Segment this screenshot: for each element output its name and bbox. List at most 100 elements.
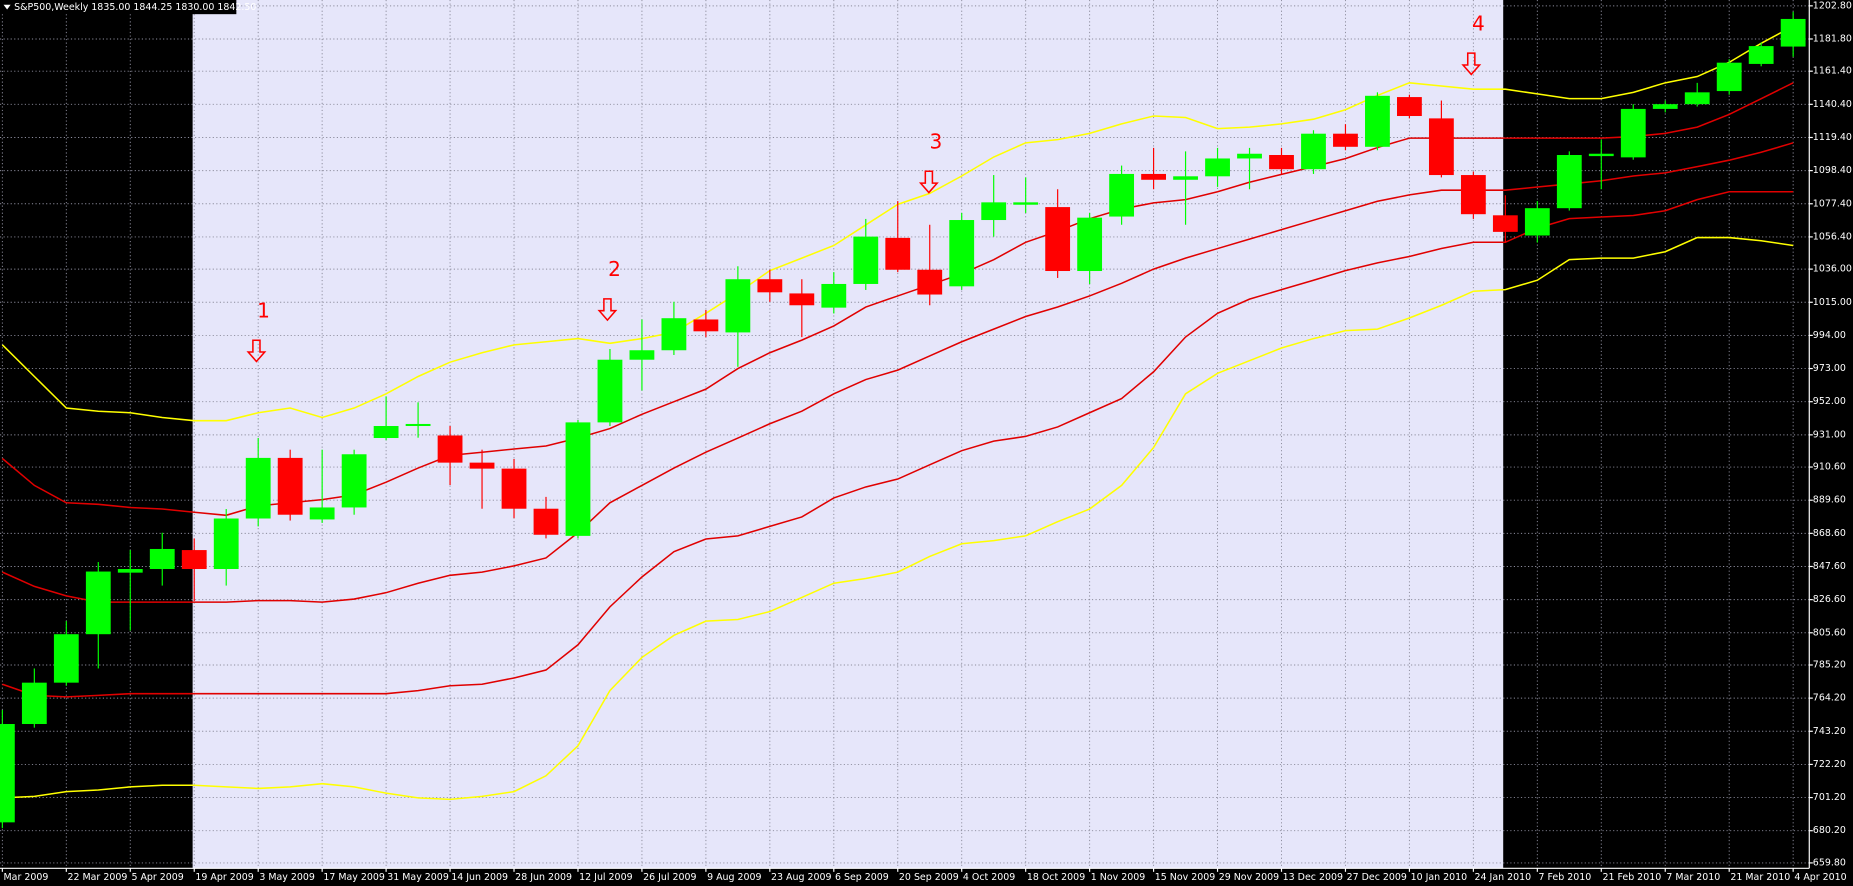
- y-tick-label: 994.00: [1813, 330, 1846, 341]
- y-tick-label: 1140.40: [1813, 99, 1852, 110]
- y-tick-label: 659.80: [1813, 857, 1846, 868]
- candle-body: [597, 359, 623, 423]
- x-tick-label: 31 May 2009: [387, 872, 449, 883]
- candle-body: [917, 269, 943, 295]
- candle-body: [53, 634, 79, 683]
- candle-body: [981, 202, 1007, 221]
- x-tick-label: Mar 2009: [4, 872, 49, 883]
- x-tick-label: 7 Feb 2010: [1539, 872, 1592, 883]
- candle-body: [1333, 133, 1358, 147]
- candle-body: [1780, 18, 1806, 47]
- x-tick-label: 5 Apr 2009: [131, 872, 183, 883]
- candle-body: [21, 682, 47, 725]
- y-tick-label: 910.60: [1813, 462, 1846, 473]
- y-tick-label: 931.00: [1813, 429, 1846, 440]
- candle-body: [885, 237, 911, 270]
- candle-body: [853, 236, 879, 284]
- candle-body: [245, 457, 271, 519]
- x-tick-label: 6 Sep 2009: [835, 872, 889, 883]
- candle-body: [181, 550, 207, 570]
- x-tick-label: 29 Nov 2009: [1219, 872, 1279, 883]
- x-tick-label: 12 Jul 2009: [579, 872, 632, 883]
- candle-body: [0, 724, 15, 823]
- x-tick-label: 4 Apr 2010: [1794, 872, 1846, 883]
- arrow: [246, 339, 267, 363]
- annotation-label: 4: [1472, 11, 1485, 35]
- x-tick-label: 27 Dec 2009: [1347, 872, 1407, 883]
- candle-body: [277, 457, 303, 515]
- band-line: [2, 142, 1794, 603]
- x-tick-label: 26 Jul 2009: [643, 872, 696, 883]
- annotation-label: 1: [257, 298, 270, 322]
- candle-body: [1652, 104, 1678, 109]
- x-tick-label: 15 Nov 2009: [1155, 872, 1215, 883]
- arrow: [597, 298, 618, 322]
- candle-body: [213, 518, 239, 570]
- x-tick-label: 21 Mar 2010: [1730, 872, 1790, 883]
- title-backdrop: [0, 0, 237, 15]
- candle-body: [629, 350, 655, 360]
- candle-body: [1588, 153, 1614, 157]
- x-tick-label: 23 Aug 2009: [771, 872, 831, 883]
- candle-body: [1524, 208, 1550, 236]
- x-tick-label: 22 Mar 2009: [68, 872, 128, 883]
- candle-body: [789, 293, 815, 306]
- annotation-label: 3: [930, 129, 943, 153]
- y-tick-label: 1119.40: [1813, 132, 1852, 143]
- y-axis-panel: [1809, 0, 1853, 886]
- candle-body: [1492, 215, 1518, 232]
- candle-body: [821, 283, 847, 308]
- candle-body: [309, 507, 335, 520]
- x-tick-label: 24 Jan 2010: [1475, 872, 1532, 883]
- candle-body: [469, 462, 495, 469]
- candle-body: [437, 435, 463, 463]
- candle-body: [533, 508, 559, 535]
- y-tick-label: 805.60: [1813, 627, 1846, 638]
- candle-body: [1365, 95, 1390, 147]
- title-icon: [3, 4, 11, 10]
- band-line: [2, 190, 1794, 698]
- candle-body: [1269, 154, 1294, 170]
- y-tick-label: 680.20: [1813, 825, 1846, 836]
- candle-body: [149, 548, 175, 570]
- candle-body: [117, 569, 143, 573]
- chart-title: S&P500,Weekly 1835.00 1844.25 1830.00 18…: [14, 2, 256, 13]
- y-tick-label: 1098.40: [1813, 165, 1852, 176]
- candle-body: [1173, 176, 1198, 180]
- candle-body: [1109, 173, 1135, 217]
- y-tick-label: 701.20: [1813, 792, 1846, 803]
- x-tick-label: 7 Mar 2010: [1666, 872, 1720, 883]
- arrow: [1461, 52, 1482, 76]
- candle-body: [1748, 46, 1774, 64]
- candle-body: [565, 422, 591, 536]
- bands: [1, 25, 1794, 801]
- candle-body: [1205, 158, 1230, 177]
- x-tick-label: 13 Dec 2009: [1283, 872, 1343, 883]
- candle-body: [725, 279, 751, 333]
- x-tick-label: 9 Aug 2009: [707, 872, 761, 883]
- y-tick-label: 1202.80: [1813, 0, 1852, 11]
- candle-body: [1460, 175, 1486, 215]
- candle-body: [501, 468, 527, 509]
- y-tick-label: 1181.80: [1813, 33, 1852, 44]
- y-tick-label: 1056.40: [1813, 231, 1852, 242]
- candle-body: [1397, 97, 1422, 117]
- y-tick-label: 1077.40: [1813, 198, 1852, 209]
- x-tick-label: 10 Jan 2010: [1411, 872, 1468, 883]
- candle-body: [661, 318, 687, 351]
- y-tick-label: 722.20: [1813, 759, 1846, 770]
- candle-body: [1141, 173, 1166, 180]
- candle-body: [1077, 217, 1103, 272]
- y-tick-label: 764.20: [1813, 693, 1846, 704]
- candle-body: [1237, 153, 1262, 159]
- candle-body: [757, 279, 783, 293]
- annotation-label: 2: [608, 257, 621, 281]
- x-tick-label: 4 Oct 2009: [963, 872, 1015, 883]
- x-axis-panel: [0, 868, 1853, 886]
- candle-body: [1684, 92, 1710, 105]
- y-tick-label: 785.20: [1813, 659, 1846, 670]
- band-line: [2, 236, 1794, 801]
- candle-body: [693, 319, 719, 332]
